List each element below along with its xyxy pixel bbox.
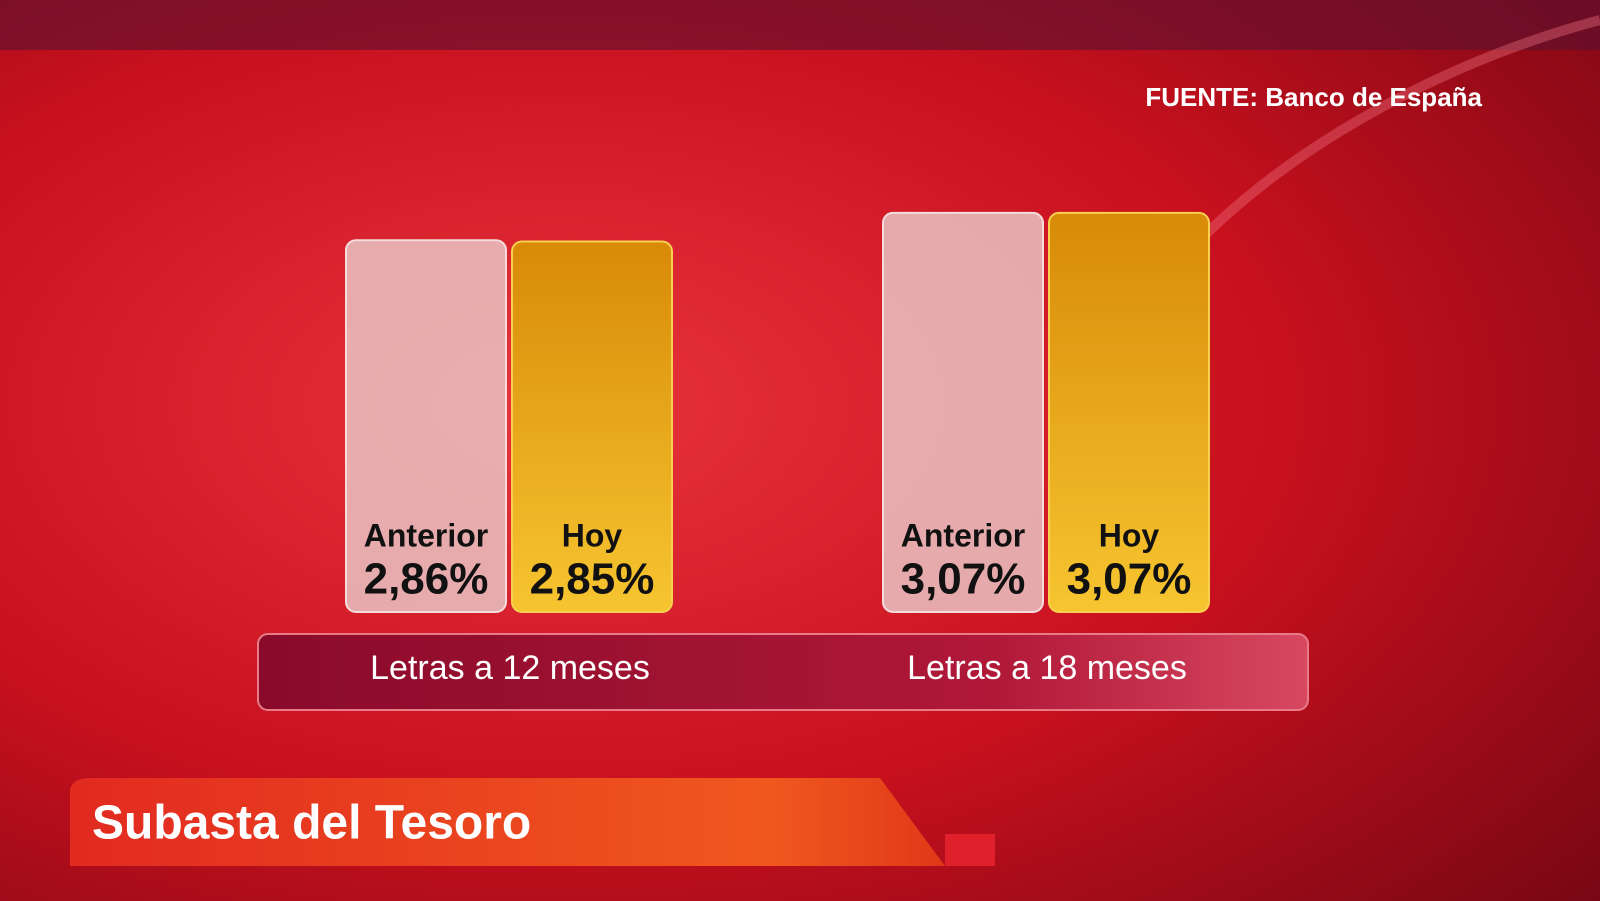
series-label: Hoy xyxy=(1099,517,1160,553)
headline-banner xyxy=(70,778,945,866)
bar xyxy=(345,239,507,613)
series-label: Anterior xyxy=(364,517,488,553)
bar xyxy=(882,211,1044,613)
series-label: Hoy xyxy=(562,517,623,553)
banner-tab xyxy=(945,834,995,866)
category-strip xyxy=(257,633,1309,711)
source: FUENTE: Banco de España xyxy=(1145,82,1482,112)
value-label: 2,86% xyxy=(364,555,489,604)
top-band xyxy=(0,0,1600,50)
value-label: 3,07% xyxy=(1067,555,1192,604)
bar xyxy=(511,240,673,613)
value-label: 2,85% xyxy=(530,555,655,604)
decor-arc xyxy=(1196,15,1600,244)
category-label: Letras a 18 meses xyxy=(907,649,1187,687)
value-label: 3,07% xyxy=(901,555,1026,604)
bar xyxy=(1048,211,1210,613)
headline: Subasta del Tesoro xyxy=(92,797,531,850)
series-label: Anterior xyxy=(901,517,1025,553)
category-label: Letras a 12 meses xyxy=(370,649,650,687)
